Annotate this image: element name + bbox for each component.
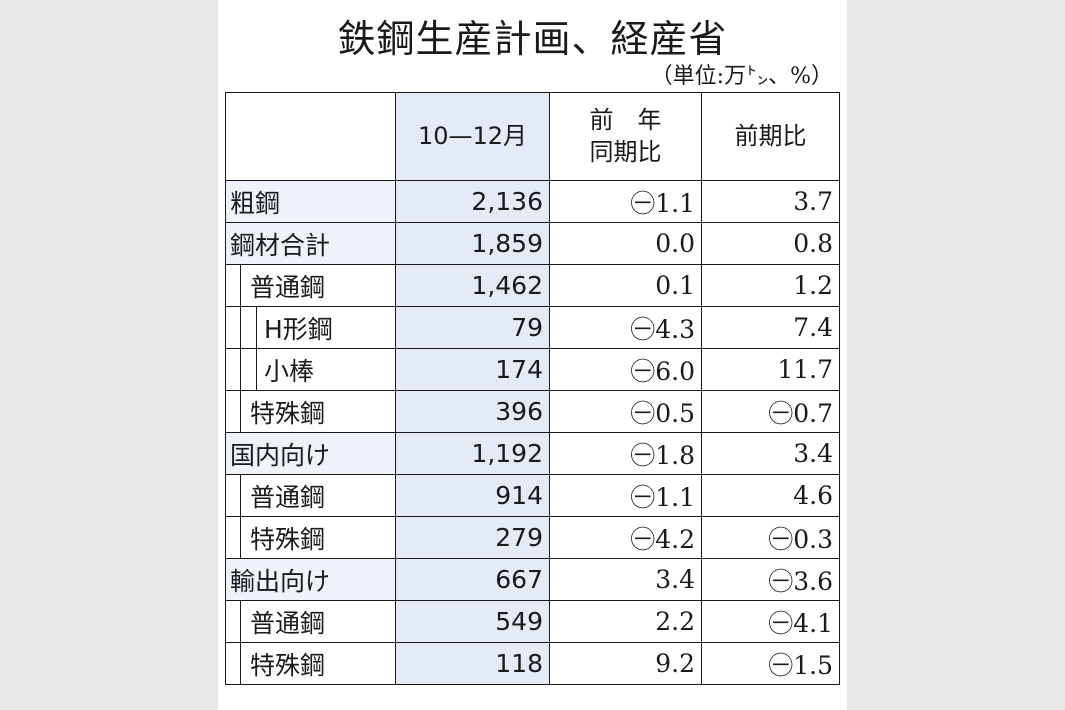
unit-note: （単位:万㌧、%） xyxy=(650,64,833,89)
table-row: 特殊鋼 279 ㊀4.2 ㊀0.3 xyxy=(225,516,840,559)
header-label-cell xyxy=(225,92,396,181)
row-qoq-value: 7.4 xyxy=(701,306,840,349)
row-period-value: 549 xyxy=(395,600,550,643)
row-label: 普通鋼 xyxy=(225,264,396,307)
row-qoq-value: 3.4 xyxy=(701,432,840,475)
row-qoq-value: ㊀3.6 xyxy=(701,558,840,601)
document-page: 鉄鋼生産計画、経産省 （単位:万㌧、%） 10—12月 前 年 同期比 前期比 … xyxy=(218,0,847,710)
row-label: 輸出向け xyxy=(225,558,396,601)
row-label: 鋼材合計 xyxy=(225,222,396,265)
row-qoq-value: 11.7 xyxy=(701,348,840,391)
row-qoq-value: ㊀4.1 xyxy=(701,600,840,643)
table-row: 国内向け 1,192 ㊀1.8 3.4 xyxy=(225,432,840,475)
row-qoq-value: ㊀1.5 xyxy=(701,642,840,685)
row-label: 普通鋼 xyxy=(225,600,396,643)
row-yoy-value: ㊀6.0 xyxy=(549,348,702,391)
row-qoq-value: ㊀0.3 xyxy=(701,516,840,559)
row-label: 特殊鋼 xyxy=(225,642,396,685)
row-label: 特殊鋼 xyxy=(225,516,396,559)
row-qoq-value: 3.7 xyxy=(701,180,840,223)
table-row: H形鋼 79 ㊀4.3 7.4 xyxy=(225,306,840,349)
row-yoy-value: 0.1 xyxy=(549,264,702,307)
table-row: 特殊鋼 118 9.2 ㊀1.5 xyxy=(225,642,840,685)
row-period-value: 396 xyxy=(395,390,550,433)
steel-production-table: 10—12月 前 年 同期比 前期比 粗鋼 2,136 ㊀1.1 3.7 鋼材合計 1,8… xyxy=(225,92,840,685)
row-period-value: 79 xyxy=(395,306,550,349)
row-qoq-value: 0.8 xyxy=(701,222,840,265)
row-yoy-value: 0.0 xyxy=(549,222,702,265)
row-period-value: 667 xyxy=(395,558,550,601)
header-qoq: 前期比 xyxy=(701,92,840,181)
header-yoy-line1: 前 年 xyxy=(589,106,662,135)
header-yoy-line2: 同期比 xyxy=(589,137,662,166)
row-label: H形鋼 xyxy=(225,306,396,349)
row-period-value: 279 xyxy=(395,516,550,559)
row-period-value: 174 xyxy=(395,348,550,391)
row-yoy-value: ㊀4.3 xyxy=(549,306,702,349)
table-row: 普通鋼 914 ㊀1.1 4.6 xyxy=(225,474,840,517)
table-row: 普通鋼 1,462 0.1 1.2 xyxy=(225,264,840,307)
table-row: 小棒 174 ㊀6.0 11.7 xyxy=(225,348,840,391)
row-yoy-value: ㊀1.1 xyxy=(549,474,702,517)
table-row: 鋼材合計 1,859 0.0 0.8 xyxy=(225,222,840,265)
row-yoy-value: ㊀4.2 xyxy=(549,516,702,559)
page-title: 鉄鋼生産計画、経産省 xyxy=(337,17,728,61)
table-row: 普通鋼 549 2.2 ㊀4.1 xyxy=(225,600,840,643)
row-label: 特殊鋼 xyxy=(225,390,396,433)
row-label: 国内向け xyxy=(225,432,396,475)
row-period-value: 914 xyxy=(395,474,550,517)
row-label: 粗鋼 xyxy=(225,180,396,223)
table-row: 粗鋼 2,136 ㊀1.1 3.7 xyxy=(225,180,840,223)
row-yoy-value: 9.2 xyxy=(549,642,702,685)
row-period-value: 1,192 xyxy=(395,432,550,475)
table-row: 輸出向け 667 3.4 ㊀3.6 xyxy=(225,558,840,601)
row-period-value: 118 xyxy=(395,642,550,685)
row-label: 普通鋼 xyxy=(225,474,396,517)
row-yoy-value: 3.4 xyxy=(549,558,702,601)
row-yoy-value: ㊀0.5 xyxy=(549,390,702,433)
row-period-value: 1,462 xyxy=(395,264,550,307)
row-qoq-value: 4.6 xyxy=(701,474,840,517)
header-period: 10—12月 xyxy=(395,92,550,181)
row-period-value: 2,136 xyxy=(395,180,550,223)
row-label: 小棒 xyxy=(225,348,396,391)
row-period-value: 1,859 xyxy=(395,222,550,265)
table-header-row: 10—12月 前 年 同期比 前期比 xyxy=(225,92,840,181)
table-row: 特殊鋼 396 ㊀0.5 ㊀0.7 xyxy=(225,390,840,433)
row-qoq-value: ㊀0.7 xyxy=(701,390,840,433)
header-yoy: 前 年 同期比 xyxy=(549,92,702,181)
row-qoq-value: 1.2 xyxy=(701,264,840,307)
row-yoy-value: ㊀1.1 xyxy=(549,180,702,223)
row-yoy-value: 2.2 xyxy=(549,600,702,643)
row-yoy-value: ㊀1.8 xyxy=(549,432,702,475)
